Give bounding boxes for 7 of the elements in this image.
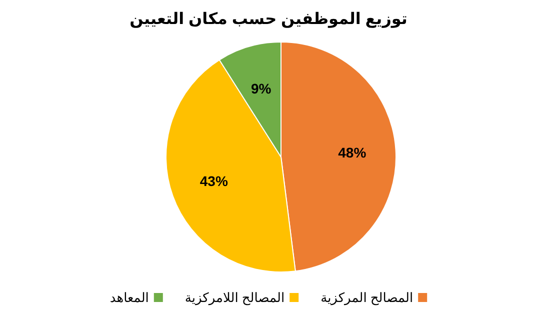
- legend-label: المصالح المركزية: [320, 290, 414, 306]
- data-label: 48%: [338, 144, 367, 161]
- legend-label: المصالح اللامركزية: [184, 290, 285, 306]
- legend-label: المعاهد: [110, 290, 149, 305]
- data-label: 9%: [250, 80, 272, 97]
- data-label: 43%: [200, 173, 228, 190]
- title: توزيع الموظفين حسب مكان التعيين: [130, 11, 408, 28]
